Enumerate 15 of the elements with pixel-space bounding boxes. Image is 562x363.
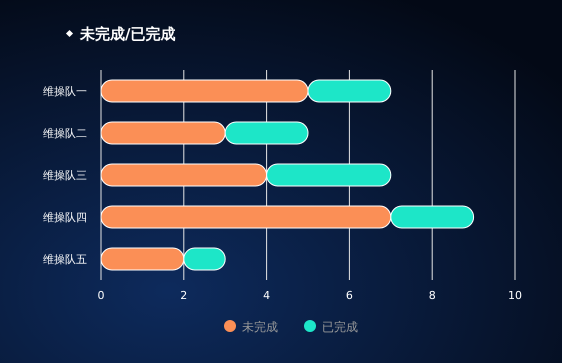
y-tick-label: 维操队一 — [43, 85, 87, 98]
y-tick-label: 维操队二 — [43, 127, 87, 140]
chart-title: 未完成/已完成 — [79, 25, 176, 43]
legend-label: 已完成 — [322, 320, 358, 334]
legend-item-已完成: 已完成 — [304, 320, 358, 334]
y-tick-label: 维操队四 — [43, 211, 87, 224]
x-tick-label: 0 — [98, 289, 104, 302]
x-tick-label: 4 — [263, 289, 270, 302]
y-tick-label: 维操队五 — [43, 253, 87, 266]
legend-item-未完成: 未完成 — [224, 320, 278, 334]
y-tick-label: 维操队三 — [43, 169, 87, 182]
x-tick-label: 8 — [428, 289, 436, 302]
x-tick-label: 6 — [346, 289, 353, 302]
x-tick-label: 2 — [180, 289, 188, 302]
x-tick-label: 10 — [508, 289, 522, 302]
